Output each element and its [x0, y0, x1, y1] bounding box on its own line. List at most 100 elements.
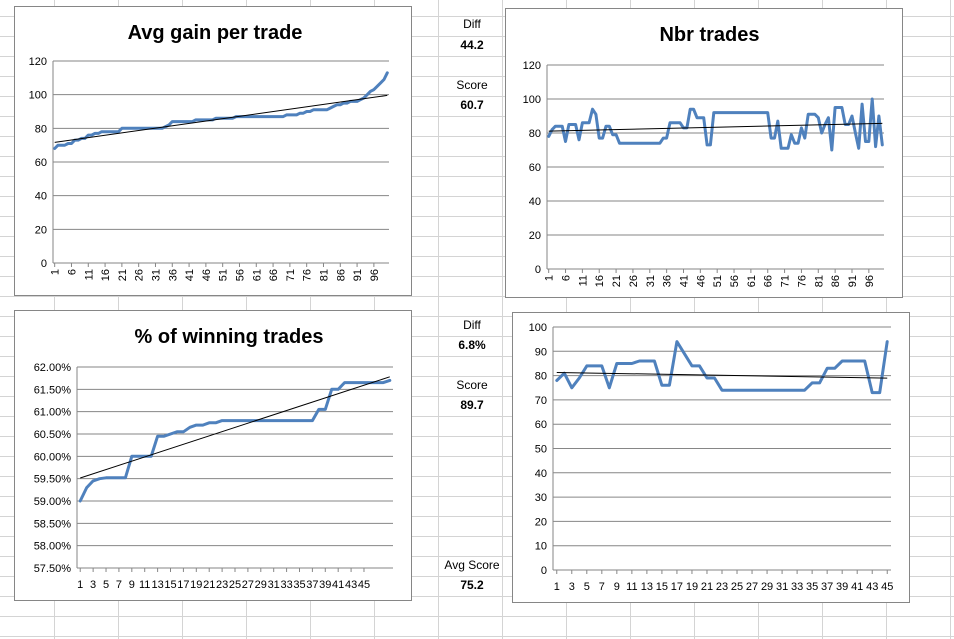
chart-title: % of winning trades [135, 326, 324, 348]
x-tick-label: 26 [628, 275, 640, 287]
x-tick-label: 11 [139, 579, 150, 591]
x-tick-label: 45 [881, 581, 893, 593]
x-tick-label: 31 [268, 579, 280, 591]
x-tick-label: 31 [150, 269, 162, 281]
y-tick-label: 60.50% [34, 429, 72, 441]
chart-nbr-trades-top: Nbr trades 0 20 40 60 80 100 120 1 6 11 16 21 26 31 36 4… [505, 8, 903, 298]
x-tick-label: 71 [285, 269, 297, 281]
score-value-bottom: 89.7 [460, 398, 484, 412]
y-tick-label: 40 [535, 468, 547, 480]
x-tick-label: 86 [335, 269, 347, 281]
diff-label-top: Diff [463, 17, 481, 31]
score-value-top: 60.7 [460, 98, 484, 112]
x-tick-label: 46 [201, 269, 213, 281]
y-tick-label: 61.50% [34, 384, 72, 396]
y-tick-label: 80 [529, 128, 541, 140]
x-tick-label: 29 [761, 581, 773, 593]
y-tick-label: 58.50% [34, 518, 72, 530]
x-tick-label: 96 [369, 269, 381, 281]
x-tick-label: 35 [806, 581, 818, 593]
y-tick-label: 60 [529, 162, 541, 174]
x-tick-label: 41 [678, 275, 690, 287]
x-tick-label: 37 [821, 581, 833, 593]
x-tick-label: 13 [151, 579, 163, 591]
x-tick-label: 91 [352, 269, 364, 281]
x-tick-label: 41 [184, 269, 196, 281]
y-tick-label: 90 [535, 346, 547, 358]
trendline [80, 376, 390, 479]
x-tick-label: 36 [167, 269, 179, 281]
x-tick-label: 11 [577, 275, 589, 286]
x-tick-label: 7 [116, 579, 122, 591]
y-tick-label: 59.00% [34, 496, 72, 508]
x-tick-label: 11 [83, 269, 95, 280]
y-tick-label: 59.50% [34, 474, 72, 486]
x-tick-label: 26 [134, 269, 146, 281]
x-tick-label: 33 [280, 579, 292, 591]
x-tick-label: 37 [306, 579, 318, 591]
chart-winning-trades: % of winning trades 57.50% 58.00% 58.50% 59.… [14, 310, 412, 601]
x-tick-label: 45 [358, 579, 370, 591]
y-tick-label: 60 [535, 419, 547, 431]
x-tick-label: 1 [77, 579, 83, 591]
x-tick-label: 19 [686, 581, 698, 593]
series-line [53, 71, 389, 150]
x-tick-label: 15 [656, 581, 668, 593]
x-tick-label: 39 [319, 579, 331, 591]
x-tick-label: 16 [594, 275, 606, 287]
y-tick-label: 40 [35, 191, 47, 203]
x-tick-label: 43 [345, 579, 357, 591]
x-tick-label: 21 [701, 581, 713, 593]
y-tick-label: 100 [523, 94, 541, 106]
y-tick-label: 20 [35, 224, 47, 236]
diff-label-bottom: Diff [463, 318, 481, 332]
y-tick-label: 10 [535, 541, 547, 553]
x-tick-label: 71 [780, 275, 792, 287]
x-tick-label: 66 [763, 275, 775, 287]
x-tick-label: 56 [729, 275, 741, 287]
x-tick-label: 5 [103, 579, 109, 591]
y-tick-label: 70 [535, 395, 547, 407]
x-tick-label: 41 [332, 579, 344, 591]
x-tick-label: 51 [712, 275, 724, 287]
x-tick-label: 21 [117, 269, 129, 281]
score-label-bottom: Score [456, 378, 488, 392]
x-tick-label: 7 [599, 581, 605, 593]
x-tick-label: 51 [218, 269, 230, 281]
x-tick-label: 33 [791, 581, 803, 593]
x-tick-label: 27 [242, 579, 254, 591]
x-tick-label: 41 [851, 581, 863, 593]
x-tick-label: 46 [695, 275, 707, 287]
x-tick-label: 31 [645, 275, 657, 287]
x-tick-label: 6 [66, 269, 78, 275]
x-tick-label: 23 [716, 581, 728, 593]
y-tick-label: 120 [29, 56, 47, 68]
x-tick-label: 23 [216, 579, 228, 591]
chart-nbr-trades-bottom: 0 10 20 30 40 50 60 70 80 90 100 1 3 5 7 9 11 13 15 17 19 21 2… [512, 312, 910, 603]
y-tick-label: 60 [35, 157, 47, 169]
x-tick-label: 19 [190, 579, 202, 591]
x-tick-label: 81 [813, 275, 825, 287]
y-tick-label: 0 [541, 565, 547, 577]
avg-score-label: Avg Score [444, 558, 500, 572]
x-tick-label: 21 [611, 275, 623, 287]
x-tick-label: 81 [318, 269, 330, 281]
x-tick-label: 86 [830, 275, 842, 287]
trendline [54, 94, 388, 143]
y-tick-label: 100 [29, 90, 47, 102]
x-tick-label: 11 [626, 581, 637, 593]
x-tick-label: 21 [203, 579, 215, 591]
x-tick-label: 36 [662, 275, 674, 287]
diff-value-top: 44.2 [460, 38, 484, 52]
y-tick-label: 80 [535, 371, 547, 383]
x-tick-label: 76 [302, 269, 314, 281]
x-tick-label: 3 [90, 579, 96, 591]
y-tick-label: 30 [535, 492, 547, 504]
x-tick-label: 96 [864, 275, 876, 287]
diff-value-bottom: 6.8% [458, 338, 486, 352]
x-tick-label: 91 [847, 275, 859, 287]
y-tick-label: 80 [35, 123, 47, 135]
x-tick-label: 61 [251, 269, 263, 281]
